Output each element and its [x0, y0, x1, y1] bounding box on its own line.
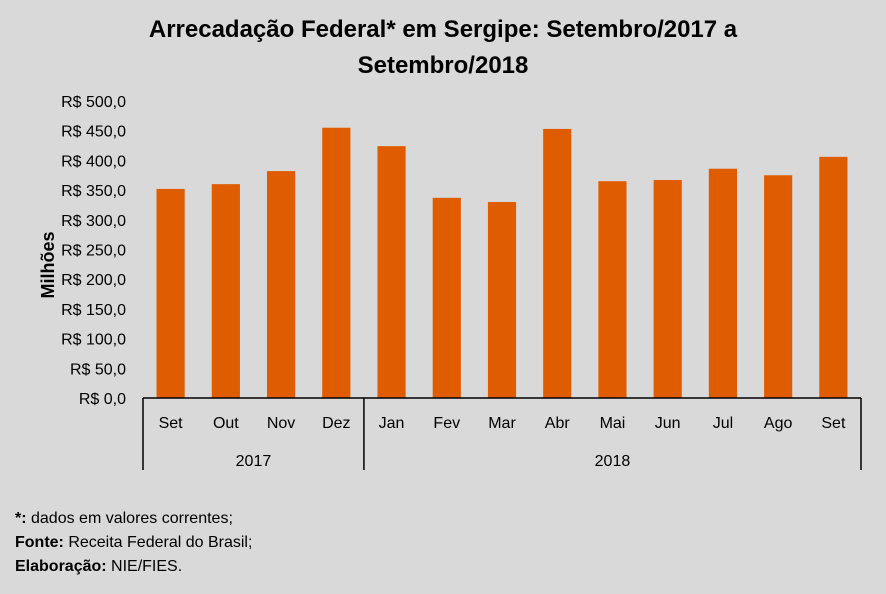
x-tick-label: Set	[159, 415, 184, 432]
y-axis-ticks: R$ 0,0 R$ 50,0 R$ 100,0 R$ 150,0 R$ 200,0 R$ …	[61, 94, 126, 408]
x-tick-label: Ago	[764, 415, 793, 432]
x-tick-label: Jul	[713, 415, 733, 432]
bar	[764, 175, 793, 398]
bar	[211, 184, 240, 398]
bar	[322, 127, 351, 398]
bar	[156, 188, 185, 398]
chart-title-line-1: Arrecadação Federal* em Sergipe: Setembr…	[149, 16, 738, 43]
bar-series	[156, 127, 848, 398]
x-tick-label: Abr	[545, 415, 571, 432]
footer-note-text: dados em valores correntes;	[26, 510, 233, 527]
y-tick-label: R$ 200,0	[61, 272, 126, 289]
footer-credit-key: Elaboração:	[15, 558, 107, 575]
bar-chart: Arrecadação Federal* em Sergipe: Setembr…	[38, 16, 862, 470]
x-tick-label: Fev	[433, 415, 460, 432]
bar	[266, 171, 296, 398]
bar	[708, 168, 738, 398]
chart-footer: *: dados em valores correntes; Fonte: Re…	[15, 507, 252, 579]
bar	[653, 180, 682, 398]
footer-source: Fonte: Receita Federal do Brasil;	[15, 531, 252, 555]
y-tick-label: R$ 400,0	[61, 153, 126, 170]
y-tick-label: R$ 0,0	[79, 391, 126, 408]
bar	[432, 197, 461, 398]
footer-note: *: dados em valores correntes;	[15, 507, 252, 531]
x-tick-label: Mar	[488, 415, 516, 432]
y-tick-label: R$ 250,0	[61, 243, 126, 260]
x-tick-label: Jan	[379, 415, 405, 432]
y-tick-label: R$ 150,0	[61, 302, 126, 319]
footer-note-key: *:	[15, 510, 27, 527]
x-tick-label: Out	[213, 415, 239, 432]
x-tick-label: Mai	[600, 415, 626, 432]
bar	[819, 156, 848, 398]
y-tick-label: R$ 50,0	[70, 361, 126, 378]
x-tick-label: Set	[821, 415, 846, 432]
bar	[377, 146, 406, 398]
y-tick-label: R$ 300,0	[61, 213, 126, 230]
x-tick-label: Dez	[322, 415, 350, 432]
y-tick-label: R$ 500,0	[61, 94, 126, 111]
bar	[543, 128, 572, 398]
footer-source-text: Receita Federal do Brasil;	[63, 534, 253, 551]
x-axis: Set Out Nov Dez Jan Fev Mar Abr Mai Jun Jul Ago Set 2…	[142, 397, 862, 470]
bar	[487, 201, 517, 398]
x-group-label: 2017	[236, 453, 272, 470]
footer-credit-text: NIE/FIES.	[106, 558, 183, 575]
x-group-label: 2018	[595, 453, 631, 470]
y-tick-label: R$ 450,0	[61, 124, 126, 141]
x-tick-label: Jun	[655, 415, 681, 432]
x-tick-label: Nov	[267, 415, 295, 432]
chart-title-line-2: Setembro/2018	[358, 52, 529, 79]
bar	[598, 181, 627, 398]
y-tick-label: R$ 100,0	[61, 332, 126, 349]
y-axis-label: Milhões	[38, 231, 58, 298]
footer-credit: Elaboração: NIE/FIES.	[15, 555, 252, 579]
y-tick-label: R$ 350,0	[61, 183, 126, 200]
footer-source-key: Fonte:	[15, 534, 64, 551]
